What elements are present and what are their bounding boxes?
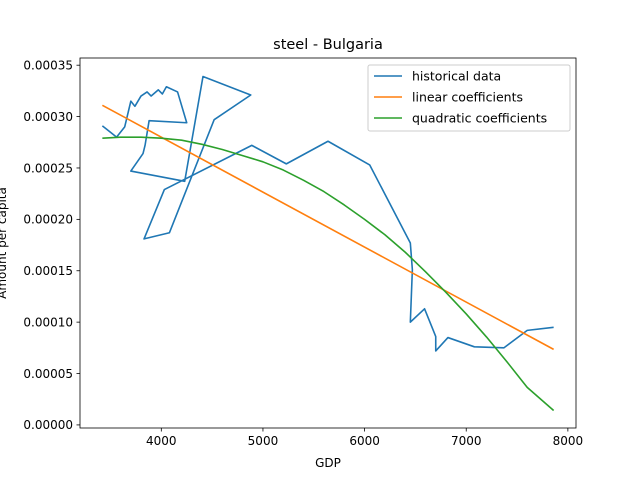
- y-tick-label: 0.00025: [23, 161, 73, 175]
- y-tick-label: 0.00000: [23, 418, 73, 432]
- series-line-linear-coefficients: [101, 104, 555, 351]
- series-line-quadratic-coefficients: [102, 136, 555, 412]
- x-axis-ticks: 4000 5000 6000 7000 8000: [146, 428, 583, 448]
- y-tick-label: 0.00035: [23, 58, 73, 72]
- y-tick-label: 0.00010: [23, 315, 73, 329]
- x-axis-label: GDP: [315, 456, 341, 470]
- series-line-historical-data: [101, 75, 554, 352]
- y-axis-label: Amount per capita: [0, 187, 9, 299]
- x-tick-label: 4000: [146, 434, 177, 448]
- y-axis-ticks: 0.00000 0.00005 0.00010 0.00015 0.00020 0.000…: [23, 58, 80, 432]
- y-tick-label: 0.00015: [23, 264, 73, 278]
- x-tick-label: 7000: [451, 434, 482, 448]
- x-tick-label: 8000: [553, 434, 584, 448]
- x-tick-label: 5000: [248, 434, 279, 448]
- y-tick-label: 0.00020: [23, 213, 73, 227]
- y-tick-label: 0.00030: [23, 110, 73, 124]
- legend-label-linear-coefficients: linear coefficients: [412, 90, 523, 105]
- y-tick-label: 0.00005: [23, 367, 73, 381]
- legend: historical data linear coefficients quad…: [367, 64, 571, 132]
- legend-label-quadratic-coefficients: quadratic coefficients: [412, 111, 547, 126]
- legend-label-historical-data: historical data: [412, 69, 501, 84]
- chart-title: steel - Bulgaria: [273, 37, 383, 53]
- plot-lines: [101, 75, 555, 412]
- legend-box: [367, 64, 571, 132]
- x-tick-label: 6000: [349, 434, 380, 448]
- plot-frame: [79, 57, 577, 429]
